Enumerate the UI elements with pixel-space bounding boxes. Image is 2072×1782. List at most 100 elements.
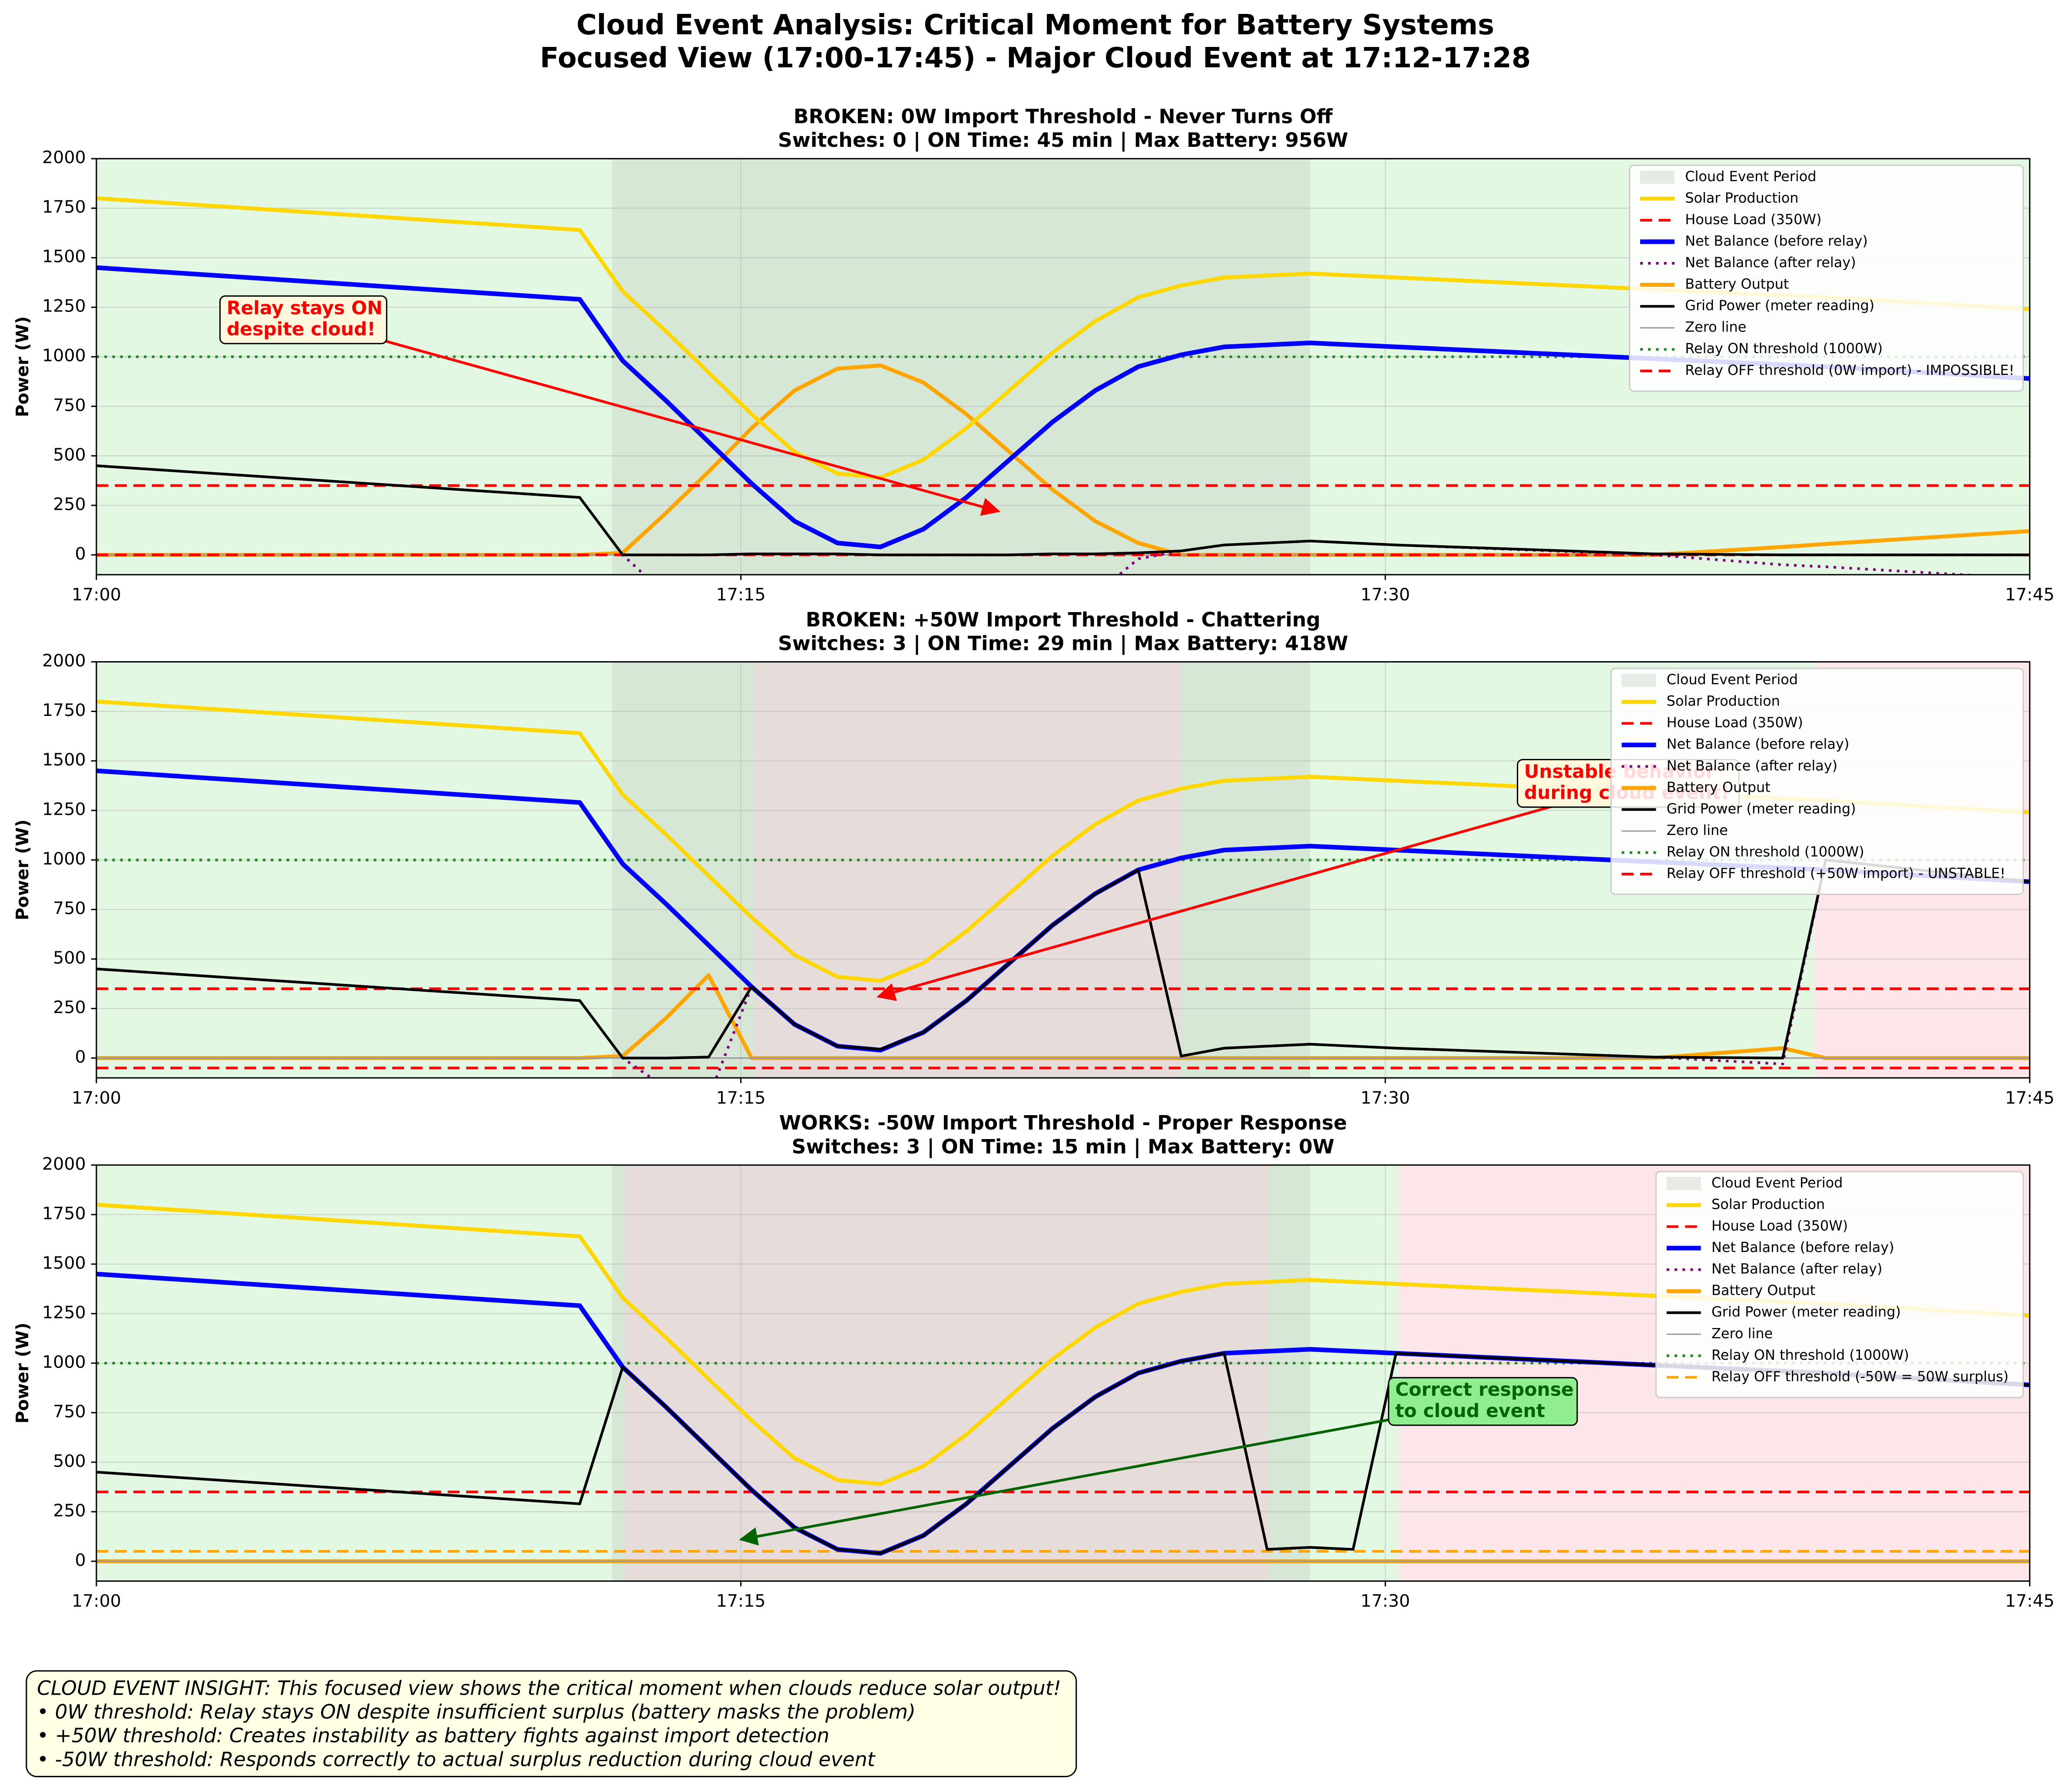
- legend-swatch: [1622, 673, 1656, 687]
- legend-label: House Load (350W): [1685, 211, 1821, 228]
- y-axis-label: Power (W): [13, 316, 33, 417]
- y-tick-label: 2000: [42, 148, 86, 168]
- legend-swatch: [1640, 170, 1675, 184]
- series-line: [96, 858, 2030, 1060]
- plot-area: [96, 1165, 2030, 1581]
- annotation-box: [1388, 1377, 1578, 1426]
- y-tick-label: 500: [53, 445, 86, 465]
- plot-frame: [96, 661, 2031, 1079]
- legend-swatch: [1666, 1177, 1701, 1190]
- cloud-band: [612, 1165, 1311, 1581]
- x-tick-label: 17:45: [2005, 1088, 2055, 1108]
- legend-label: Zero line: [1711, 1325, 1773, 1341]
- legend-label: House Load (350W): [1667, 714, 1803, 731]
- legend-label: Grid Power (meter reading): [1667, 800, 1856, 817]
- x-tick-label: 17:30: [1360, 1088, 1410, 1108]
- legend-label: Relay ON threshold (1000W): [1711, 1347, 1909, 1363]
- annotation-arrow: [308, 318, 1001, 516]
- y-tick-label: 1500: [42, 750, 86, 770]
- y-tick-label: 500: [53, 948, 86, 968]
- x-tick-label: 17:45: [2005, 1591, 2055, 1611]
- subplot: WORKS: -50W Import Threshold - Proper Re…: [13, 1111, 2054, 1611]
- legend-label: Relay OFF threshold (0W import) - IMPOSS…: [1685, 362, 2014, 378]
- annotation-box: [219, 295, 387, 344]
- legend-label: House Load (350W): [1711, 1218, 1848, 1234]
- subplot: BROKEN: 0W Import Threshold - Never Turn…: [13, 105, 2055, 605]
- subplot-title: BROKEN: +50W Import Threshold - Chatteri…: [806, 608, 1321, 631]
- x-tick-label: 17:30: [1360, 1591, 1410, 1611]
- legend-label: Net Balance (before relay): [1667, 736, 1850, 752]
- legend-label: Relay OFF threshold (-50W = 50W surplus): [1711, 1368, 2009, 1385]
- y-tick-label: 2000: [42, 651, 86, 671]
- cloud-band: [612, 662, 1311, 1078]
- y-tick-label: 1500: [42, 1253, 86, 1273]
- x-tick-label: 17:00: [72, 1088, 121, 1108]
- y-axis-label: Power (W): [13, 1322, 33, 1423]
- legend-label: Cloud Event Period: [1667, 671, 1798, 688]
- y-tick-label: 750: [53, 1401, 86, 1421]
- x-tick-label: 17:00: [72, 1591, 121, 1611]
- relay-state-shading: [96, 1165, 625, 1581]
- y-tick-label: 1750: [42, 700, 86, 720]
- x-tick-label: 17:00: [72, 585, 121, 605]
- y-tick-label: 1500: [42, 247, 86, 267]
- legend-label: Net Balance (after relay): [1685, 254, 1856, 271]
- relay-state-shading: [96, 662, 754, 1078]
- legend-label: Battery Output: [1667, 779, 1771, 795]
- subplot-subtitle: Switches: 3 | ON Time: 15 min | Max Batt…: [792, 1135, 1334, 1159]
- y-tick-label: 1000: [42, 346, 86, 366]
- subplot-subtitle: Switches: 3 | ON Time: 29 min | Max Batt…: [778, 632, 1348, 656]
- legend-box: [1610, 668, 2024, 895]
- legend-label: Battery Output: [1685, 276, 1789, 292]
- y-tick-label: 750: [53, 395, 86, 415]
- legend-label: Zero line: [1685, 319, 1746, 335]
- legend-label: Grid Power (meter reading): [1711, 1304, 1901, 1320]
- y-tick-label: 500: [53, 1451, 86, 1471]
- annotation-text: Relay stays ON: [227, 297, 383, 319]
- y-tick-label: 1750: [42, 197, 86, 217]
- figure-title: Cloud Event Analysis: Critical Moment fo…: [576, 9, 1494, 41]
- legend-label: Net Balance (before relay): [1711, 1239, 1894, 1255]
- legend-box: [1655, 1171, 2024, 1398]
- x-tick-label: 17:15: [716, 585, 766, 605]
- y-axis-label: Power (W): [13, 819, 33, 920]
- legend-label: Zero line: [1667, 822, 1728, 838]
- legend-label: Relay OFF threshold (+50W import) - UNST…: [1667, 865, 2006, 881]
- relay-state-shading: [625, 1165, 1270, 1581]
- relay-state-shading: [754, 662, 1182, 1078]
- subplot-subtitle: Switches: 0 | ON Time: 45 min | Max Batt…: [778, 129, 1348, 152]
- annotation-arrow: [739, 1400, 1489, 1546]
- x-tick-label: 17:45: [2005, 585, 2055, 605]
- cloud-band: [612, 159, 1311, 575]
- plot-frame: [96, 158, 2031, 576]
- subplot-title: WORKS: -50W Import Threshold - Proper Re…: [779, 1111, 1347, 1134]
- series-line: [96, 464, 2030, 556]
- insight-box: [26, 1670, 1077, 1777]
- x-tick-label: 17:15: [716, 1591, 766, 1611]
- legend-label: Cloud Event Period: [1711, 1174, 1843, 1191]
- legend-label: Relay ON threshold (1000W): [1667, 844, 1864, 860]
- y-tick-label: 1250: [42, 1302, 86, 1322]
- insight-line: • +50W threshold: Creates instability as…: [37, 1724, 829, 1747]
- subplot-title: BROKEN: 0W Import Threshold - Never Turn…: [794, 105, 1333, 128]
- subplot: BROKEN: +50W Import Threshold - Chatteri…: [13, 608, 2054, 1108]
- y-tick-label: 0: [75, 544, 86, 564]
- y-tick-label: 750: [53, 898, 86, 918]
- x-tick-label: 17:15: [716, 1088, 766, 1108]
- annotation-text: to cloud event: [1395, 1400, 1545, 1422]
- y-tick-label: 0: [75, 1047, 86, 1067]
- insight-line: • -50W threshold: Responds correctly to …: [37, 1748, 876, 1771]
- series-line: [96, 196, 2030, 480]
- series-line: [96, 699, 2030, 983]
- legend-label: Net Balance (before relay): [1685, 232, 1868, 249]
- figure-subtitle: Focused View (17:00-17:45) - Major Cloud…: [540, 42, 1531, 74]
- legend-label: Battery Output: [1711, 1282, 1815, 1298]
- legend-label: Solar Production: [1711, 1196, 1825, 1212]
- y-tick-label: 1750: [42, 1203, 86, 1223]
- y-tick-label: 1250: [42, 799, 86, 819]
- legend-label: Solar Production: [1667, 693, 1780, 709]
- y-tick-label: 1250: [42, 296, 86, 316]
- series-line: [96, 1352, 2030, 1555]
- legend-label: Cloud Event Period: [1685, 168, 1816, 185]
